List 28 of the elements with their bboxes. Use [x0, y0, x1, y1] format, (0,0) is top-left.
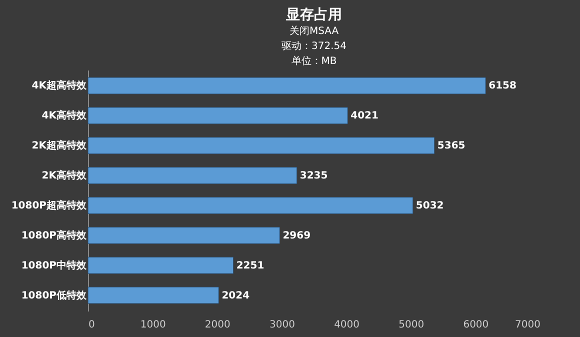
data-label: 4021 [350, 110, 379, 122]
y-tick-label: 1080P中特效 [21, 259, 88, 272]
y-tick-label: 4K超高特效 [32, 80, 88, 92]
data-label: 5365 [437, 140, 466, 152]
chart-title: 显存占用 [285, 7, 342, 23]
text: 单位：MB [291, 55, 337, 67]
chart-subtitle: 关闭MSAA [289, 25, 339, 37]
y-tick-label: 1080P高特效 [21, 229, 88, 242]
x-tick-label: 4000 [334, 320, 360, 330]
x-tick-label: 3000 [269, 320, 295, 330]
x-tick-label: 0 [88, 320, 95, 330]
data-label: 2024 [222, 290, 250, 302]
x-tick-label: 2000 [204, 320, 230, 330]
x-tick-label: 6000 [463, 320, 489, 330]
y-tick-label: 2K高特效 [42, 170, 88, 182]
data-label: 2251 [236, 260, 264, 272]
y-tick-label: 2K超高特效 [32, 140, 88, 152]
data-label: 6158 [488, 80, 517, 92]
y-tick-label: 1080P超高特效 [11, 199, 88, 212]
y-tick-label: 4K高特效 [42, 110, 88, 122]
x-tick-label: 1000 [140, 320, 166, 330]
x-tick-label: 7000 [515, 320, 540, 330]
y-tick-label: 1080P低特效 [21, 289, 88, 302]
text: 驱动：372.54 [282, 41, 346, 52]
x-tick-label: 5000 [398, 320, 424, 330]
data-label: 5032 [416, 200, 444, 212]
data-label: 3235 [300, 170, 328, 182]
data-label: 2969 [282, 230, 311, 242]
